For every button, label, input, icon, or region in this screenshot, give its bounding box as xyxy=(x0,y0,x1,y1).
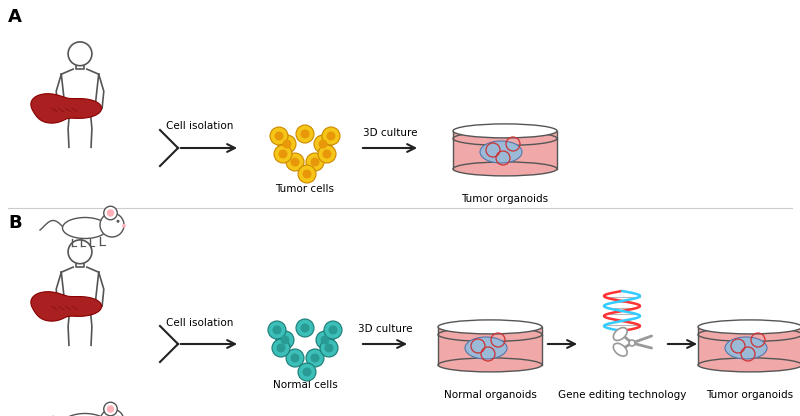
Circle shape xyxy=(282,139,291,149)
Text: Normal organoids: Normal organoids xyxy=(443,390,537,400)
Ellipse shape xyxy=(453,131,557,146)
Text: Tumor organoids: Tumor organoids xyxy=(706,390,794,400)
Circle shape xyxy=(314,135,332,153)
Circle shape xyxy=(270,127,288,145)
Circle shape xyxy=(286,153,304,171)
Circle shape xyxy=(296,319,314,337)
Bar xyxy=(438,327,542,365)
Text: Gene editing technology: Gene editing technology xyxy=(558,390,686,400)
Circle shape xyxy=(320,339,338,357)
Circle shape xyxy=(104,402,118,416)
Text: 3D culture: 3D culture xyxy=(362,128,418,138)
Bar xyxy=(698,327,800,365)
Circle shape xyxy=(274,131,283,141)
Polygon shape xyxy=(31,292,102,321)
Circle shape xyxy=(268,321,286,339)
Text: Tumor organoids: Tumor organoids xyxy=(462,194,549,204)
Circle shape xyxy=(326,131,335,141)
Ellipse shape xyxy=(438,320,542,334)
Text: A: A xyxy=(8,8,22,26)
Ellipse shape xyxy=(62,414,107,416)
Circle shape xyxy=(318,145,336,163)
Circle shape xyxy=(302,367,311,376)
Ellipse shape xyxy=(453,124,557,138)
Circle shape xyxy=(318,139,327,149)
Circle shape xyxy=(296,125,314,143)
Ellipse shape xyxy=(725,337,767,359)
Circle shape xyxy=(322,127,340,145)
Circle shape xyxy=(324,321,342,339)
Circle shape xyxy=(273,325,282,334)
Circle shape xyxy=(306,153,324,171)
Circle shape xyxy=(281,335,290,344)
Circle shape xyxy=(310,354,319,362)
Ellipse shape xyxy=(438,358,542,372)
Circle shape xyxy=(301,129,310,139)
Ellipse shape xyxy=(62,218,107,238)
Circle shape xyxy=(316,331,334,349)
Bar xyxy=(453,131,557,169)
Text: Normal cells: Normal cells xyxy=(273,380,338,390)
Ellipse shape xyxy=(698,327,800,342)
Ellipse shape xyxy=(614,343,627,356)
Circle shape xyxy=(104,206,118,220)
Circle shape xyxy=(322,149,331,158)
Circle shape xyxy=(301,324,310,332)
Ellipse shape xyxy=(698,320,800,334)
Text: Cell isolation: Cell isolation xyxy=(166,318,234,328)
Circle shape xyxy=(276,331,294,349)
Circle shape xyxy=(329,325,338,334)
Circle shape xyxy=(278,149,287,158)
Circle shape xyxy=(290,158,299,166)
Ellipse shape xyxy=(698,358,800,372)
Circle shape xyxy=(298,165,316,183)
Circle shape xyxy=(100,409,124,416)
Circle shape xyxy=(290,354,299,362)
Circle shape xyxy=(117,220,119,223)
Text: B: B xyxy=(8,214,22,232)
Ellipse shape xyxy=(614,328,627,340)
Circle shape xyxy=(106,209,114,217)
Ellipse shape xyxy=(465,337,507,359)
Ellipse shape xyxy=(453,162,557,176)
Circle shape xyxy=(286,349,304,367)
Ellipse shape xyxy=(438,327,542,342)
Text: Cell isolation: Cell isolation xyxy=(166,121,234,131)
Circle shape xyxy=(272,339,290,357)
Circle shape xyxy=(306,349,324,367)
Circle shape xyxy=(277,344,286,352)
Ellipse shape xyxy=(480,141,522,163)
Circle shape xyxy=(122,224,126,228)
Circle shape xyxy=(629,340,635,346)
Circle shape xyxy=(302,169,311,178)
Circle shape xyxy=(106,405,114,413)
Text: 3D culture: 3D culture xyxy=(358,324,412,334)
Circle shape xyxy=(274,145,292,163)
Circle shape xyxy=(325,344,334,352)
Circle shape xyxy=(278,135,296,153)
Circle shape xyxy=(298,363,316,381)
Circle shape xyxy=(310,158,319,166)
Polygon shape xyxy=(31,94,102,123)
Circle shape xyxy=(100,213,124,237)
Circle shape xyxy=(321,335,330,344)
Text: Tumor cells: Tumor cells xyxy=(275,184,334,194)
